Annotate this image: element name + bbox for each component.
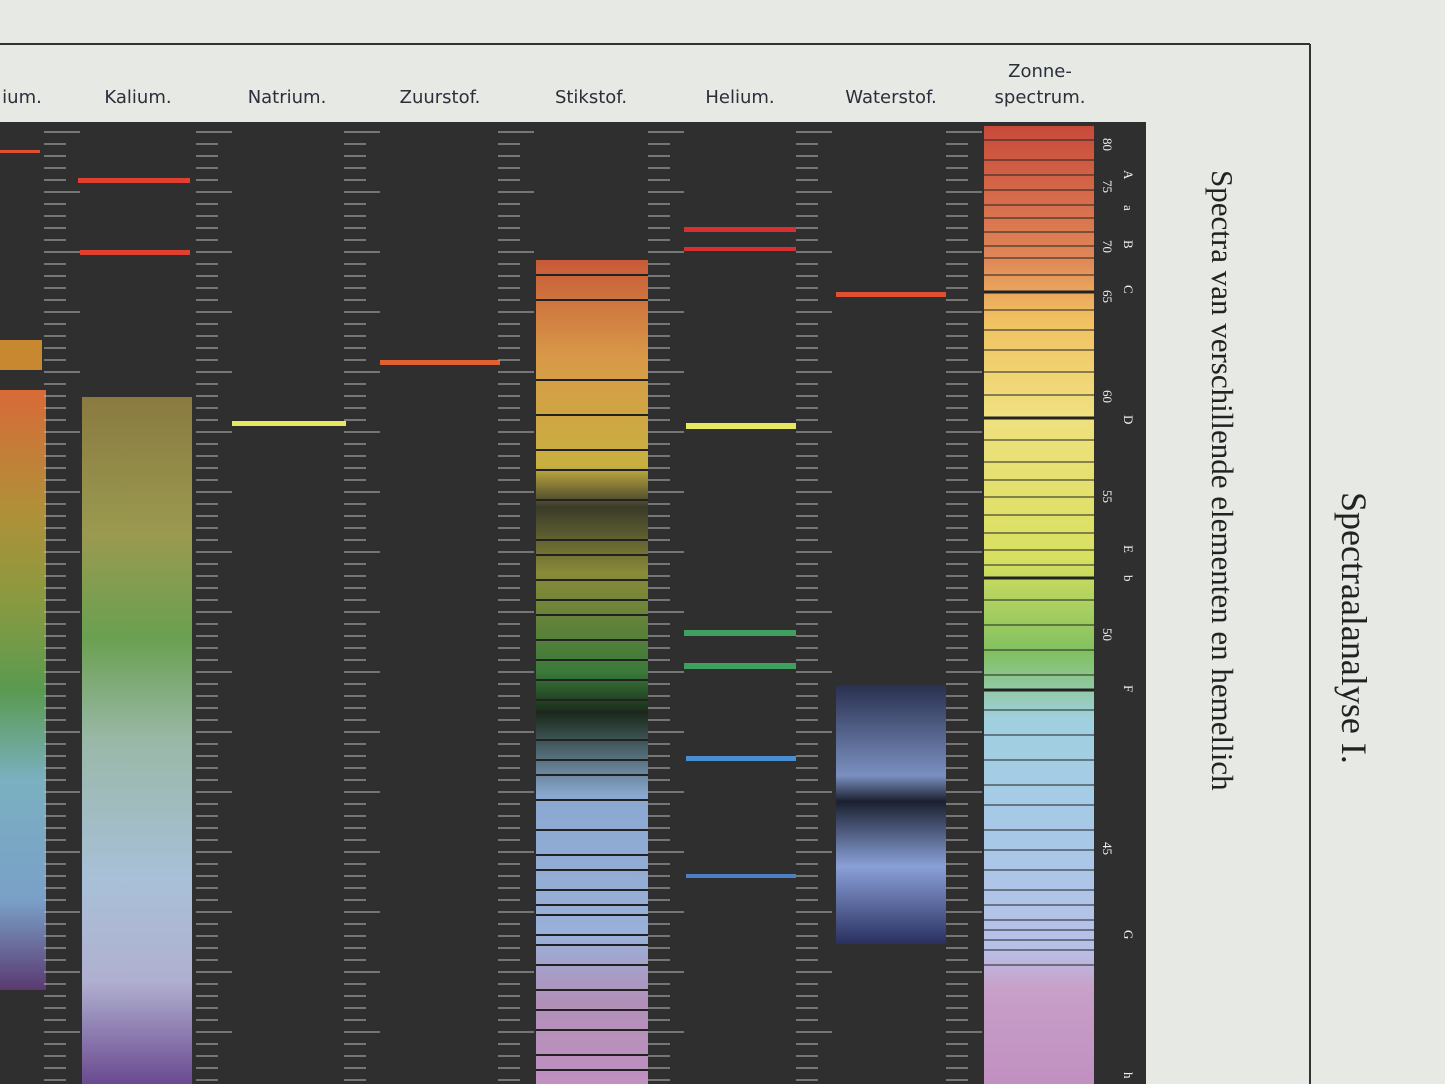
line bbox=[380, 360, 500, 365]
line bbox=[686, 756, 796, 761]
scale-number: 70 bbox=[1100, 240, 1115, 253]
scale: Aa B C D Eb F Gh 80 75 70 65 60 55 50 45 bbox=[1100, 138, 1136, 1079]
title: Spectraalanalyse I. bbox=[1334, 492, 1374, 764]
column-header: Kalium. bbox=[104, 87, 171, 108]
column-header: Helium. bbox=[705, 87, 774, 108]
line bbox=[684, 630, 796, 636]
line bbox=[0, 150, 40, 153]
line bbox=[684, 663, 796, 669]
line bbox=[0, 340, 42, 370]
scale-number: 75 bbox=[1100, 180, 1115, 193]
scale-letter: h bbox=[1121, 1072, 1136, 1079]
solar-header: spectrum. bbox=[995, 87, 1086, 108]
spectrum bbox=[536, 260, 648, 1084]
line bbox=[78, 178, 190, 183]
line bbox=[684, 247, 796, 251]
line bbox=[80, 250, 190, 255]
scale-letter: D bbox=[1121, 415, 1136, 424]
tick-marks bbox=[44, 131, 1094, 1081]
solar-header: Zonne- bbox=[1008, 61, 1072, 82]
scale-number: 55 bbox=[1100, 490, 1115, 503]
headers: ium. Kalium. Natrium. Zuurstof. Stikstof. Hel… bbox=[2, 87, 937, 108]
line bbox=[684, 227, 796, 232]
scale-number: 65 bbox=[1100, 290, 1115, 303]
spectrum bbox=[0, 390, 46, 990]
line bbox=[232, 421, 346, 426]
scale-letter: F bbox=[1121, 685, 1136, 692]
scale-number: 45 bbox=[1100, 842, 1115, 855]
subtitle: Spectra van verschillende elementen en h… bbox=[1205, 170, 1240, 791]
scale-letter: b bbox=[1121, 575, 1136, 582]
spectrum bbox=[82, 397, 192, 1084]
scale-letter: C bbox=[1121, 285, 1136, 294]
column-header: Stikstof. bbox=[555, 87, 627, 108]
scale-letter: E bbox=[1121, 545, 1136, 553]
line bbox=[686, 874, 796, 878]
scale-letter: A bbox=[1121, 170, 1136, 180]
scale-letter: B bbox=[1121, 240, 1136, 249]
column-header: Natrium. bbox=[248, 87, 327, 108]
scale-number: 60 bbox=[1100, 390, 1115, 403]
column-header: Waterstof. bbox=[845, 87, 936, 108]
scale-number: 80 bbox=[1100, 138, 1115, 151]
line bbox=[686, 423, 796, 429]
spectrum bbox=[836, 685, 946, 944]
column-header: ium. bbox=[2, 87, 42, 108]
scale-number: 50 bbox=[1100, 628, 1115, 641]
column-header: Zuurstof. bbox=[400, 87, 481, 108]
solar-spectrum bbox=[984, 126, 1094, 1084]
scale-letter: a bbox=[1121, 205, 1136, 211]
line bbox=[836, 292, 946, 297]
scale-letter: G bbox=[1121, 930, 1136, 939]
